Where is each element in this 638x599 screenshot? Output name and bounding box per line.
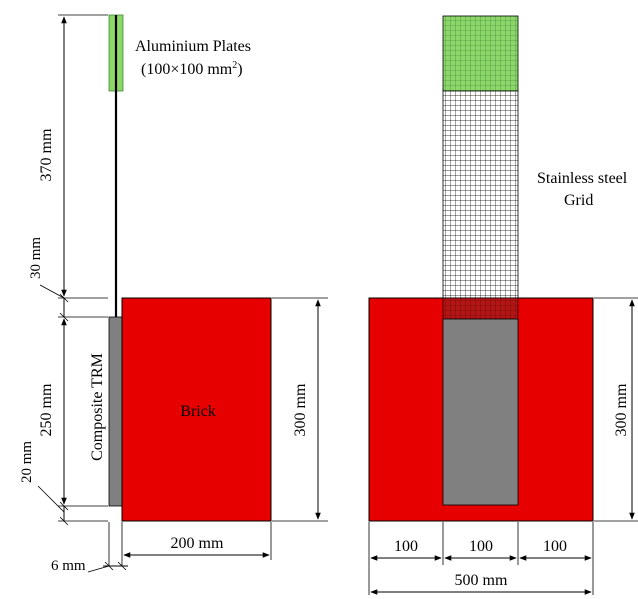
front-dim-300-label: 300 mm bbox=[613, 383, 630, 436]
dim-250-label: 250 mm bbox=[38, 383, 55, 436]
dim-200-label: 200 mm bbox=[171, 535, 224, 552]
dim-500-label: 500 mm bbox=[455, 572, 508, 589]
dim-370-label: 370 mm bbox=[38, 128, 55, 181]
stainless-label-line1: Stainless steel bbox=[537, 170, 628, 187]
dim-30-label: 30 mm bbox=[28, 237, 44, 279]
aluminium-plates-label: Aluminium Plates bbox=[135, 38, 251, 55]
grid-brick-overlap bbox=[442, 297, 519, 320]
front-aluminium-plate bbox=[442, 15, 519, 92]
aluminium-plates-size-label: (100×100 mm2) bbox=[141, 60, 243, 78]
side-brick bbox=[121, 297, 272, 522]
brick-label: Brick bbox=[180, 403, 216, 420]
dim-20-label: 20 mm bbox=[19, 441, 35, 483]
front-view: Stainless steel Grid 100 100 100 500 mm … bbox=[368, 15, 638, 595]
stainless-steel-grid bbox=[442, 89, 519, 299]
composite-trm-label: Composite TRM bbox=[89, 353, 106, 461]
dim-6-label: 6 mm bbox=[51, 558, 86, 574]
front-trm-core bbox=[442, 318, 519, 506]
dim-300-label: 300 mm bbox=[292, 383, 309, 436]
dim-seg1-label: 100 bbox=[394, 538, 418, 555]
side-composite-trm-strip bbox=[108, 316, 123, 507]
dim-seg3-label: 100 bbox=[543, 538, 567, 555]
dim-seg2-label: 100 bbox=[469, 538, 493, 555]
stainless-label-line2: Grid bbox=[564, 192, 593, 209]
side-view: Brick Aluminium Plates (100×100 mm2) 370… bbox=[19, 14, 328, 574]
